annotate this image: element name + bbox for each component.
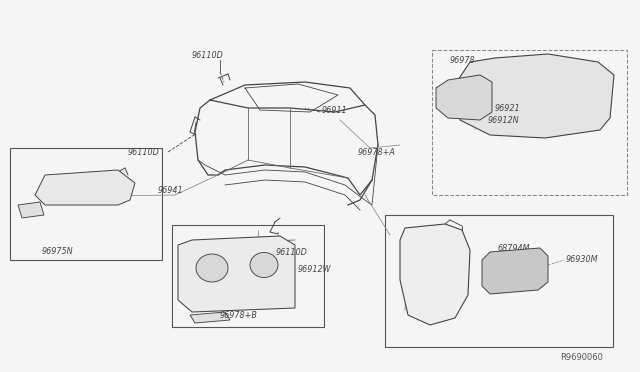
Text: 96978+B: 96978+B bbox=[220, 311, 258, 321]
Ellipse shape bbox=[196, 254, 228, 282]
Bar bbox=[385, 215, 613, 347]
Text: 96110D: 96110D bbox=[128, 148, 160, 157]
Text: 96975N: 96975N bbox=[42, 247, 74, 256]
Polygon shape bbox=[18, 202, 44, 218]
Text: 68794M: 68794M bbox=[498, 244, 531, 253]
Text: 96110D: 96110D bbox=[192, 51, 224, 60]
Bar bbox=[10, 148, 162, 260]
Polygon shape bbox=[458, 54, 614, 138]
Text: 96921: 96921 bbox=[495, 103, 520, 112]
Text: 96978+A: 96978+A bbox=[358, 148, 396, 157]
Text: 96912N: 96912N bbox=[488, 115, 520, 125]
Text: R9690060: R9690060 bbox=[560, 353, 603, 362]
Text: 96911: 96911 bbox=[322, 106, 348, 115]
Bar bbox=[172, 225, 324, 327]
Ellipse shape bbox=[250, 253, 278, 278]
Text: 96978: 96978 bbox=[450, 55, 476, 64]
Bar bbox=[432, 50, 627, 195]
Text: 96110D: 96110D bbox=[276, 247, 308, 257]
Polygon shape bbox=[400, 224, 470, 325]
Polygon shape bbox=[178, 236, 295, 312]
Polygon shape bbox=[436, 75, 492, 120]
Text: 96912W: 96912W bbox=[298, 266, 332, 275]
Polygon shape bbox=[190, 312, 230, 323]
Polygon shape bbox=[35, 170, 135, 205]
Polygon shape bbox=[482, 248, 548, 294]
Text: 96930M: 96930M bbox=[566, 256, 598, 264]
Text: 96941: 96941 bbox=[158, 186, 184, 195]
